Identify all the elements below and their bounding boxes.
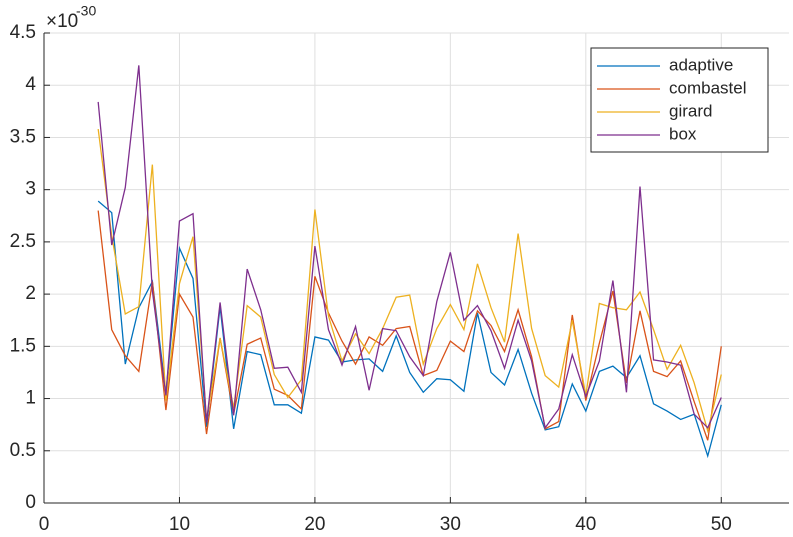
- legend-label: adaptive: [669, 55, 733, 74]
- y-exponent: -30: [76, 3, 96, 19]
- x-tick-label: 30: [440, 514, 461, 535]
- y-tick-label: 1.5: [10, 335, 36, 356]
- legend-label: box: [669, 124, 697, 143]
- x-tick-label: 10: [169, 514, 190, 535]
- y-tick-label: 1: [25, 388, 36, 409]
- y-multiplier: ×10: [46, 11, 78, 32]
- y-tick-label: 4.5: [10, 22, 36, 43]
- y-tick-label: 2.5: [10, 231, 36, 252]
- y-tick-label: 4: [25, 74, 36, 95]
- legend-label: girard: [669, 101, 712, 120]
- y-tick-label: 0: [25, 492, 36, 513]
- x-tick-label: 40: [575, 514, 596, 535]
- x-tick-label: 0: [39, 514, 50, 535]
- legend: adaptive combastel girard box: [590, 47, 769, 153]
- series-line: [97, 200, 722, 459]
- y-tick-label: 0.5: [10, 440, 36, 461]
- y-tick-label: 3: [25, 179, 36, 200]
- x-tick-label: 20: [304, 514, 325, 535]
- y-tick-label: 3.5: [10, 126, 36, 147]
- y-tick-label: 2: [25, 283, 36, 304]
- series-line: [97, 65, 722, 430]
- x-tick-label: 50: [711, 514, 732, 535]
- legend-label: combastel: [669, 78, 746, 97]
